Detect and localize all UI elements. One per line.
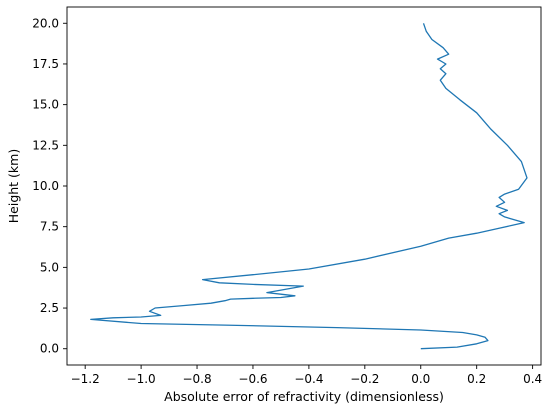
y-tick-label: 15.0 — [32, 98, 59, 112]
x-tick-label: 0.0 — [411, 372, 430, 386]
y-tick-label: 2.5 — [40, 301, 59, 315]
y-tick-label: 10.0 — [32, 179, 59, 193]
x-tick-label: 0.4 — [523, 372, 542, 386]
x-tick-label: −0.2 — [350, 372, 379, 386]
x-tick-label: −0.4 — [294, 372, 323, 386]
y-tick-label: 20.0 — [32, 16, 59, 30]
plot-area-frame — [66, 6, 542, 366]
y-tick-label: 7.5 — [40, 220, 59, 234]
y-axis: 0.0 2.5 5.0 7.5 10.0 12.5 15.0 17.5 20.0 — [32, 16, 67, 356]
y-tick-label: 17.5 — [32, 57, 59, 71]
x-tick-label: −1.2 — [71, 372, 100, 386]
x-tick-label: 0.2 — [467, 372, 486, 386]
series-line — [90, 23, 528, 350]
x-tick-label: −0.6 — [238, 372, 267, 386]
y-tick-label: 5.0 — [40, 260, 59, 274]
x-axis-label: Absolute error of refractivity (dimensio… — [164, 389, 444, 404]
y-tick-label: 0.0 — [40, 342, 59, 356]
x-tick-label: −1.0 — [127, 372, 156, 386]
y-tick-label: 12.5 — [32, 138, 59, 152]
x-axis: −1.2 −1.0 −0.8 −0.6 −0.4 −0.2 0.0 0.2 0.4 — [71, 365, 542, 386]
x-tick-label: −0.8 — [182, 372, 211, 386]
y-axis-label: Height (km) — [6, 149, 21, 223]
